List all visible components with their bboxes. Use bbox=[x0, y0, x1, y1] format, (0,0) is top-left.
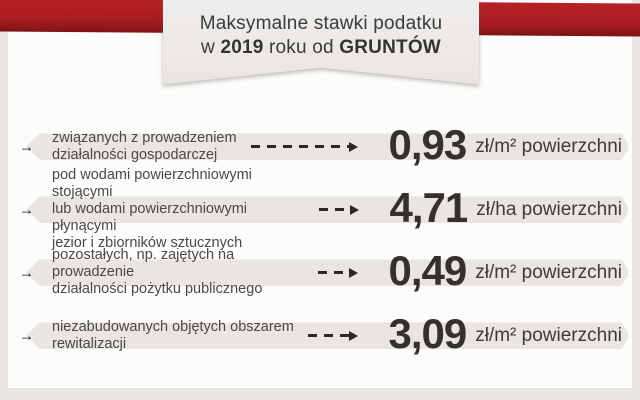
rate-value: 4,71 bbox=[389, 183, 469, 231]
dashed-arrowhead-icon bbox=[350, 204, 360, 215]
dashed-line bbox=[319, 208, 352, 211]
row-description: pod wodami powierzchniowymi stojącymi lu… bbox=[52, 167, 252, 251]
dashed-connector bbox=[318, 267, 359, 278]
dashed-arrowhead-icon bbox=[349, 330, 359, 341]
rate-unit: zł/ha powierzchni bbox=[476, 198, 622, 220]
rate-row-revitalization-area: → niezabudowanych objętych obszarem rewi… bbox=[8, 304, 632, 367]
dashed-line bbox=[318, 271, 351, 274]
title-badge-shape: Maksymalne stawki podatku w 2019 roku od… bbox=[163, 0, 479, 85]
rate-value: 0,49 bbox=[388, 246, 467, 294]
dashed-line bbox=[250, 145, 351, 148]
row-pointer-arrow-icon: → bbox=[19, 264, 34, 281]
rate-row-business-land: → związanych z prowadzeniem działalności… bbox=[8, 115, 632, 178]
row-description: niezabudowanych objętych obszarem rewita… bbox=[52, 318, 294, 352]
dashed-connector bbox=[307, 330, 359, 341]
rate-unit: zł/m² powierzchni bbox=[475, 135, 622, 157]
page-title-line1: Maksymalne stawki podatku bbox=[199, 13, 443, 34]
title-part2: roku od bbox=[263, 37, 340, 58]
row-description: związanych z prowadzeniem działalności g… bbox=[52, 129, 237, 163]
row-pointer-arrow-icon: → bbox=[19, 201, 34, 218]
title-badge: Maksymalne stawki podatku w 2019 roku od… bbox=[163, 0, 479, 88]
dashed-connector bbox=[250, 141, 359, 152]
rate-value: 3,09 bbox=[388, 309, 467, 357]
dashed-arrowhead-icon bbox=[349, 141, 359, 152]
dashed-connector bbox=[319, 204, 360, 215]
dashed-line bbox=[307, 334, 351, 337]
rate-row-other-land: → pozostałych, np. zajętych na prowadzen… bbox=[8, 241, 632, 304]
title-part1: w bbox=[201, 37, 221, 58]
rate-rows: → związanych z prowadzeniem działalności… bbox=[8, 115, 632, 367]
title-subject: GRUNTÓW bbox=[339, 37, 441, 58]
row-pointer-arrow-icon: → bbox=[19, 138, 34, 155]
rate-unit: zł/m² powierzchni bbox=[475, 324, 622, 346]
row-description: pozostałych, np. zajętych na prowadzenie… bbox=[52, 247, 263, 297]
page-title-line2: w 2019 roku od GRUNTÓW bbox=[163, 36, 479, 60]
dashed-arrowhead-icon bbox=[349, 267, 359, 278]
row-pointer-arrow-icon: → bbox=[19, 327, 34, 344]
rate-row-surface-waters: → pod wodami powierzchniowymi stojącymi … bbox=[8, 167, 632, 251]
rate-unit: zł/m² powierzchni bbox=[475, 261, 622, 283]
rate-value: 0,93 bbox=[388, 120, 467, 168]
title-year: 2019 bbox=[220, 37, 264, 58]
